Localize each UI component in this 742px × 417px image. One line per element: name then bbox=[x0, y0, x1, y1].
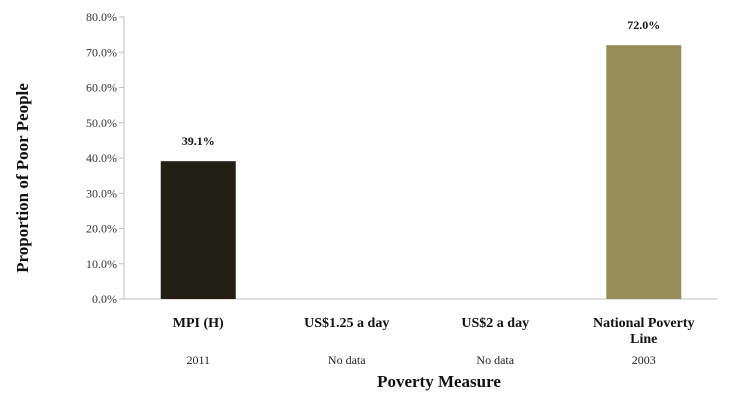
y-axis-title: Proportion of Poor People bbox=[13, 83, 32, 273]
y-tick-label: 70.0% bbox=[86, 45, 117, 59]
year-label: 2003 bbox=[632, 353, 656, 367]
category-labels: MPI (H) US$1.25 a day US$2 a day National P… bbox=[173, 316, 695, 347]
category-label: US$2 a day bbox=[461, 316, 529, 331]
bar bbox=[160, 161, 236, 299]
y-tick-label: 10.0% bbox=[86, 257, 117, 271]
x-axis-title: Poverty Measure bbox=[377, 372, 501, 391]
y-tick-label: 50.0% bbox=[86, 116, 117, 130]
bars bbox=[160, 45, 682, 300]
data-label: 39.1% bbox=[182, 134, 215, 148]
year-labels: 2011 No data No data 2003 bbox=[186, 353, 655, 367]
y-tick-label: 60.0% bbox=[86, 81, 117, 95]
y-tick-label: 20.0% bbox=[86, 222, 117, 236]
y-tick-label: 30.0% bbox=[86, 186, 117, 200]
y-tick-label: 40.0% bbox=[86, 151, 117, 165]
data-label: 72.0% bbox=[627, 18, 660, 32]
year-label: No data bbox=[328, 353, 366, 367]
bar bbox=[606, 45, 682, 300]
year-label: No data bbox=[476, 353, 514, 367]
y-tick-label: 80.0% bbox=[86, 10, 117, 24]
y-tick-labels: 0.0% 10.0% 20.0% 30.0% 40.0% 50.0% 60.0% 70.0% 8… bbox=[86, 10, 124, 306]
data-labels: 39.1% 72.0% bbox=[182, 18, 661, 148]
category-label: US$1.25 a day bbox=[304, 316, 389, 331]
category-label: MPI (H) bbox=[173, 316, 224, 331]
year-label: 2011 bbox=[186, 353, 210, 367]
y-tick-label: 0.0% bbox=[92, 292, 117, 306]
category-label: National Poverty Line bbox=[593, 316, 694, 347]
